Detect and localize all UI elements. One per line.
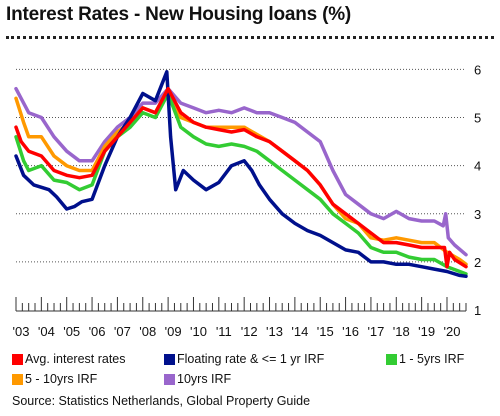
legend-item-5-10yrs: 5 - 10yrs IRF: [12, 372, 97, 386]
legend-label-floating: Floating rate & <= 1 yr IRF: [177, 352, 325, 366]
series-line-4: [14, 86, 468, 257]
x-tick-label: '11: [216, 324, 232, 339]
legend-swatch-floating: [164, 353, 175, 365]
legend-swatch-10yrs: [164, 373, 175, 385]
x-tick-label: '12: [241, 324, 258, 339]
series-line-2: [14, 91, 468, 276]
x-tick-label: '18: [393, 324, 410, 339]
x-tick-label: '19: [418, 324, 435, 339]
legend-item-10yrs: 10yrs IRF: [164, 372, 231, 386]
y-tick-label: 6: [474, 62, 481, 77]
series-line-1: [14, 70, 468, 279]
legend-swatch-5-10yrs: [12, 373, 23, 385]
chart-series-lines: [14, 70, 468, 279]
title-divider: [6, 36, 494, 39]
source-note: Source: Statistics Netherlands, Global P…: [12, 394, 311, 408]
y-tick-label: 2: [474, 255, 481, 270]
series-line-0: [14, 86, 468, 269]
x-tick-label: '07: [114, 324, 131, 339]
y-tick-label: 4: [474, 159, 481, 174]
y-tick-label: 1: [474, 303, 481, 318]
x-tick-label: '05: [63, 324, 80, 339]
x-tick-label: '06: [89, 324, 106, 339]
legend-label-10yrs: 10yrs IRF: [177, 372, 232, 386]
legend-item-avg: Avg. interest rates: [12, 352, 126, 366]
y-tick-label: 3: [474, 207, 481, 222]
legend-label-avg: Avg. interest rates: [25, 352, 126, 366]
legend-label-5-10yrs: 5 - 10yrs IRF: [25, 372, 98, 386]
x-tick-label: '15: [317, 324, 334, 339]
legend-item-1-5yrs: 1 - 5yrs IRF: [386, 352, 464, 366]
x-tick-label: '09: [165, 324, 182, 339]
legend-swatch-avg: [12, 353, 23, 365]
x-tick-label: '10: [190, 324, 207, 339]
x-tick-label: '20: [444, 324, 461, 339]
x-axis: '03 '04 '05 '06 '07 '08 '09 '10 '11 '12 '13 '14 '15 '…: [13, 297, 467, 339]
x-tick-label: '13: [266, 324, 283, 339]
chart-grid: [16, 68, 466, 263]
x-tick-label: '17: [367, 324, 384, 339]
legend-label-1-5yrs: 1 - 5yrs IRF: [399, 352, 465, 366]
x-tick-label: '14: [291, 324, 308, 339]
y-tick-label: 5: [474, 111, 481, 126]
series-line-3: [14, 86, 468, 267]
x-tick-label: '04: [38, 324, 55, 339]
x-tick-label: '03: [13, 324, 30, 339]
legend-swatch-1-5yrs: [386, 353, 397, 365]
line-chart: '03 '04 '05 '06 '07 '08 '09 '10 '11 '12 '13 '14 '15 '…: [13, 62, 482, 339]
x-tick-label: '08: [139, 324, 156, 339]
x-tick-label: '16: [342, 324, 359, 339]
y-axis: 1 2 3 4 5 6: [474, 62, 481, 318]
chart-title: Interest Rates - New Housing loans (%): [6, 4, 352, 25]
legend-item-floating: Floating rate & <= 1 yr IRF: [164, 352, 324, 366]
